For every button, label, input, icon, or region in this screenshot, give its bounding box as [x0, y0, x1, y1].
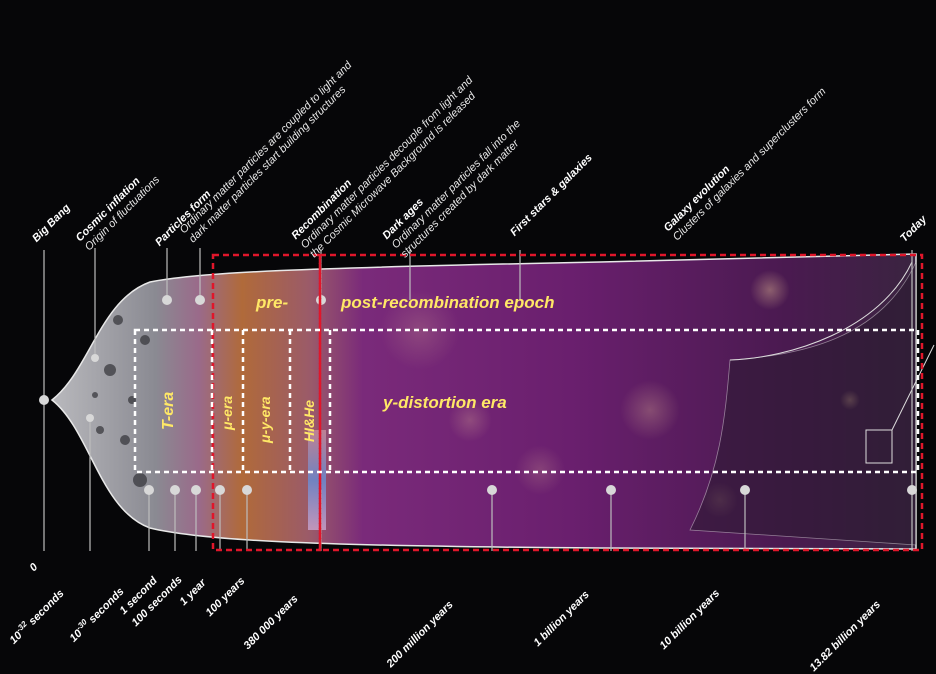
era-mu-label: μ-era [219, 395, 235, 430]
cmb-strip [308, 430, 326, 530]
era-post-recombination: post-recombination epoch [341, 293, 555, 312]
zoom-line [891, 344, 935, 431]
zoom-box [865, 429, 893, 464]
era-hi-he-label: HI&He [301, 399, 317, 442]
timeline-dots [39, 295, 917, 495]
era-t-label: T-era [160, 391, 177, 430]
dark-energy-sheet [689, 261, 917, 546]
era-y-distortion: y-distortion era [383, 393, 507, 412]
early-universe-blotches [92, 315, 150, 487]
era-pre-recombination: pre- [256, 293, 289, 312]
timeline-ticks [43, 248, 913, 551]
sheet-edge [729, 261, 913, 361]
white-dashed-boxes [133, 328, 920, 474]
red-dashed-boxes [211, 253, 924, 552]
era-mu-y-label: μ-y-era [257, 396, 273, 443]
